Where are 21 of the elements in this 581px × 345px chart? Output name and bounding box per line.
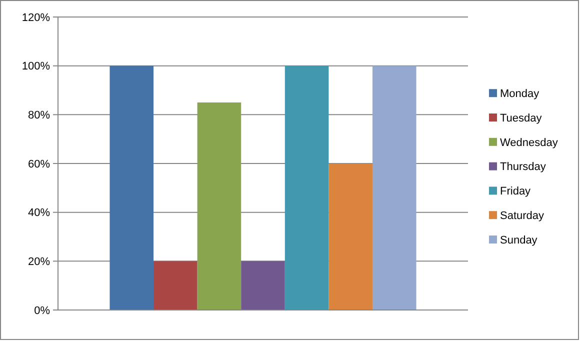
y-tick-label: 120% (22, 12, 50, 24)
legend-label: Friday (500, 186, 532, 198)
bar (154, 261, 198, 310)
y-tick-label: 20% (28, 256, 50, 268)
y-tick-label: 0% (34, 304, 50, 317)
legend-label: Saturday (500, 210, 545, 222)
bar (110, 66, 154, 310)
y-tick-label: 60% (28, 158, 50, 170)
legend-label: Thursday (500, 161, 546, 174)
bar (328, 164, 372, 310)
legend-label: Sunday (500, 234, 538, 246)
y-tick-label: 100% (22, 60, 50, 73)
legend-label: Tuesday (500, 112, 542, 124)
y-tick-label: 80% (28, 110, 50, 122)
y-tick-label: 40% (28, 207, 50, 220)
bar (241, 261, 285, 310)
bar (284, 66, 329, 310)
legend-label: Wednesday (500, 136, 558, 149)
bar (197, 102, 242, 310)
legend-label: Monday (500, 88, 540, 100)
bar (372, 66, 416, 310)
